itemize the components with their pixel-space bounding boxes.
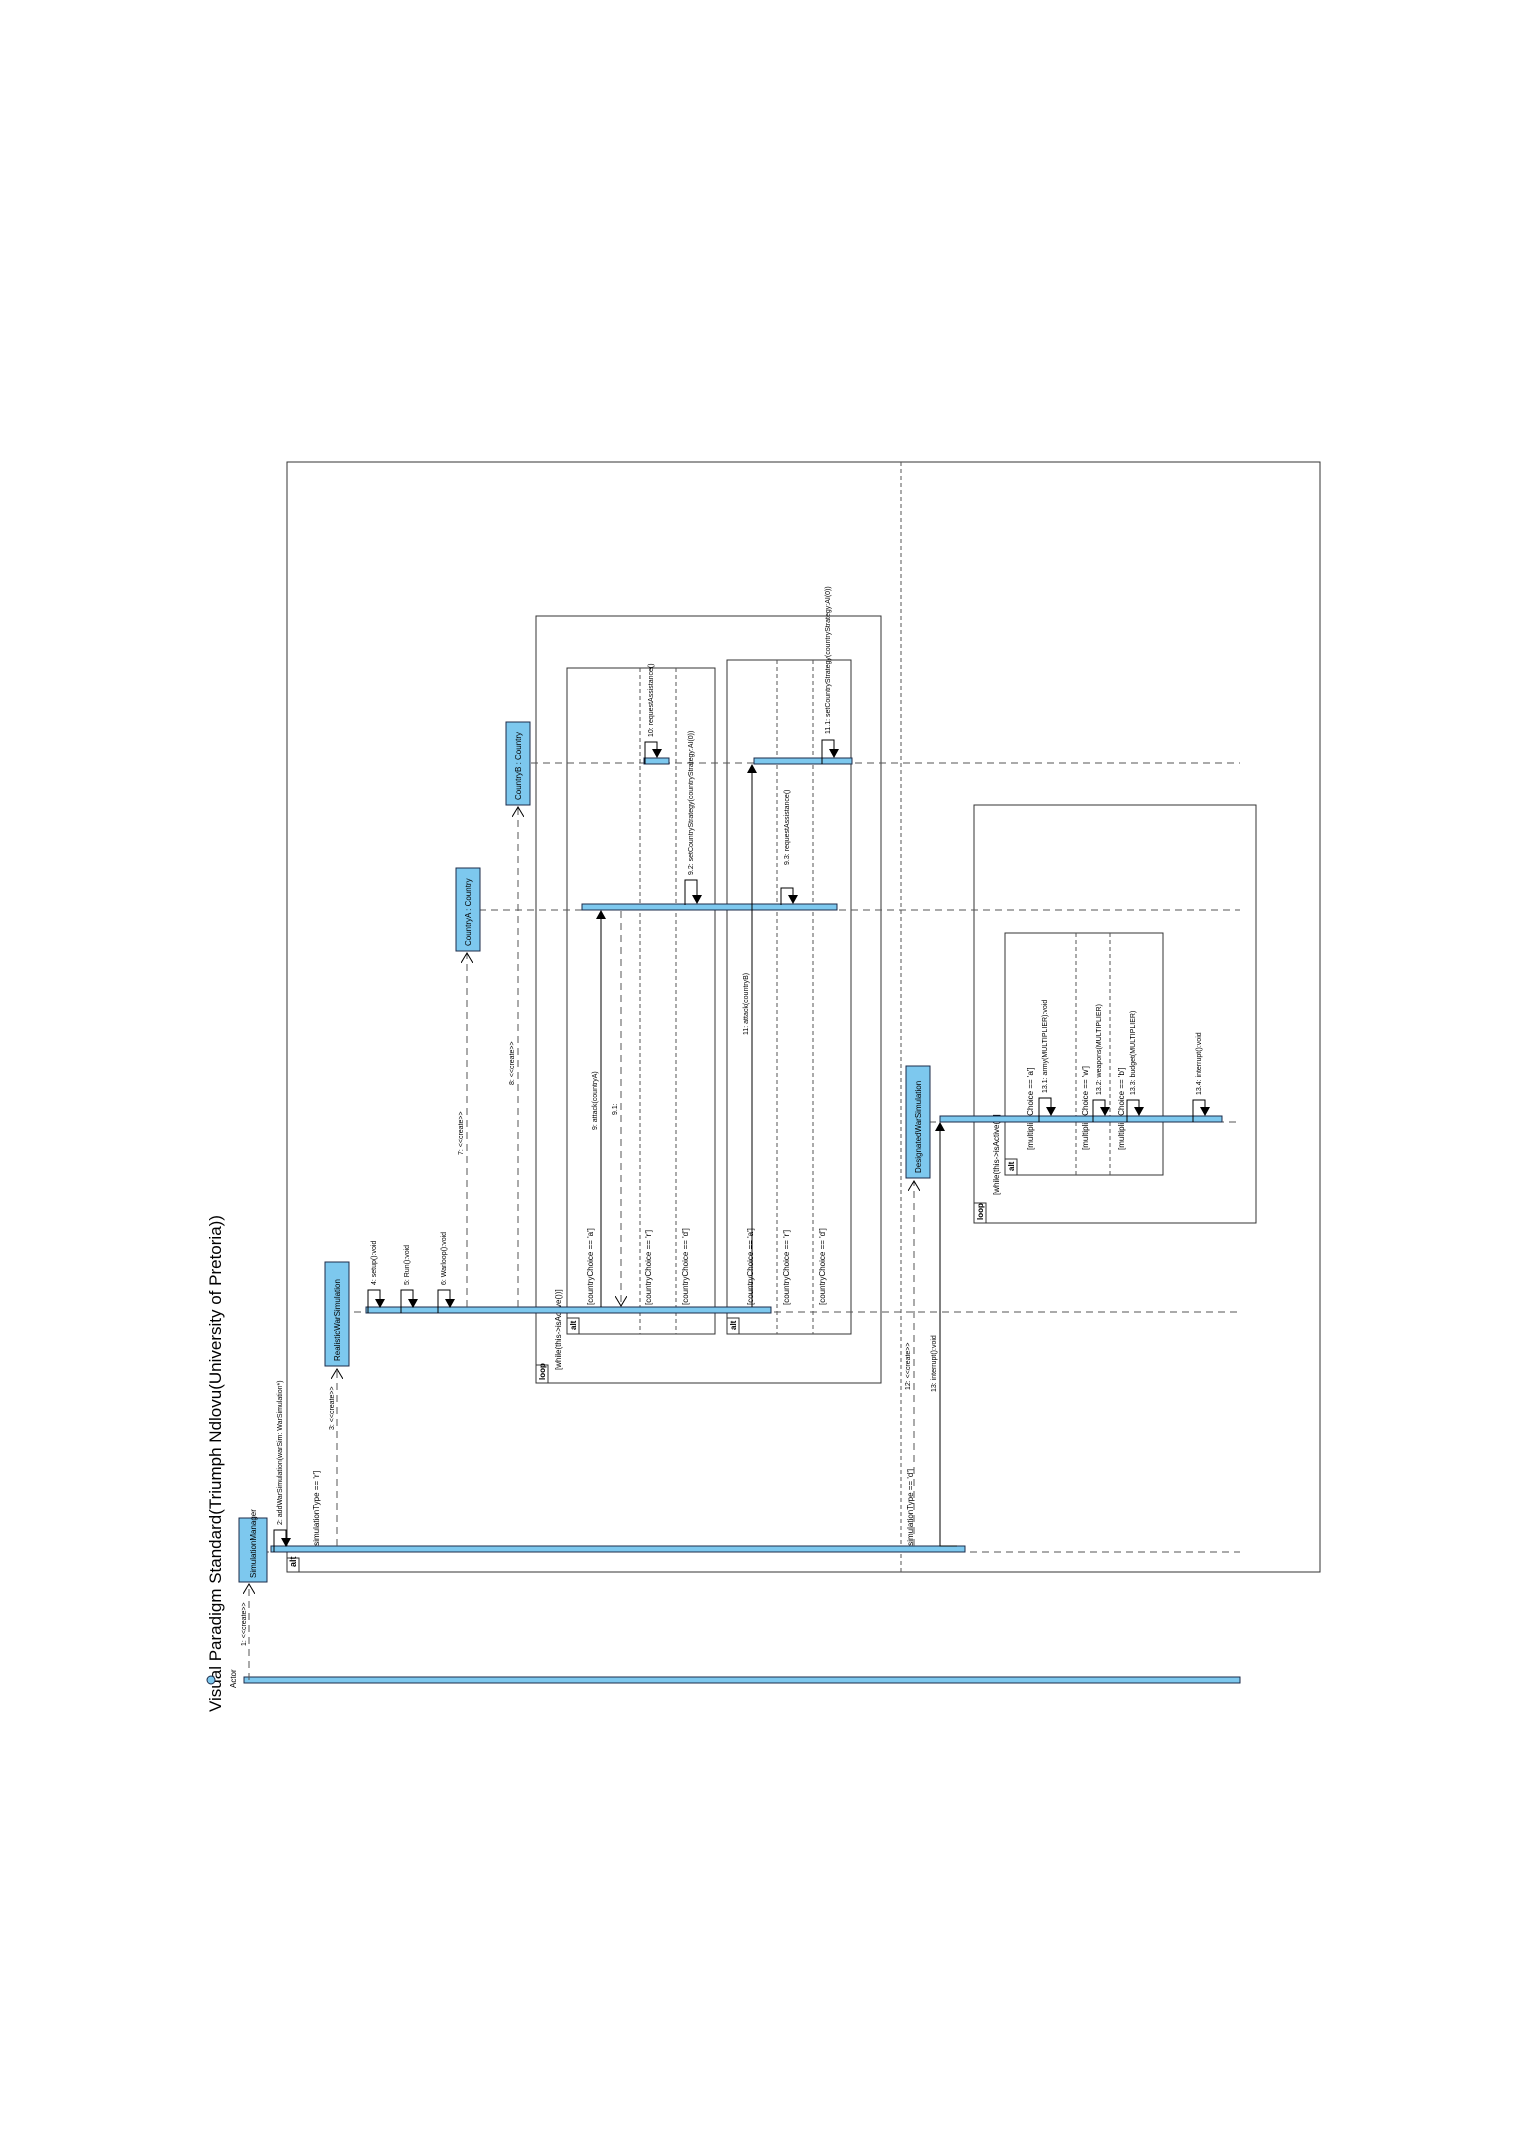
guard-while-active: [while(this->isActive())] bbox=[554, 1289, 563, 1370]
guard-choice-b-d: [countryChoice == 'd'] bbox=[818, 1228, 827, 1305]
message-3-label: 3: <<create>> bbox=[329, 1386, 336, 1430]
message-10-label: 10: requestAssistance() bbox=[648, 663, 655, 737]
message-13-2-arrow bbox=[1092, 1099, 1110, 1122]
message-13-3-arrow bbox=[1126, 1099, 1144, 1122]
activation-country-b-1 bbox=[643, 757, 670, 765]
message-11-1-label: 11.1: setCountryStrategy(countryStrategy… bbox=[825, 586, 832, 734]
message-9-1-label: 9.1: bbox=[612, 1103, 619, 1115]
message-6-label: 6: Warloop():void bbox=[441, 1232, 448, 1285]
lifeline-country-b[interactable]: CountryB : Country bbox=[505, 721, 531, 806]
actor-figure: Actor bbox=[206, 1669, 238, 1688]
svg-text:alt: alt bbox=[1007, 1161, 1016, 1171]
activation-designated-war bbox=[939, 1115, 1223, 1123]
alt-frame-c bbox=[1004, 932, 1164, 1176]
svg-text:CountryA : Country: CountryA : Country bbox=[464, 878, 473, 946]
guard-choice-a-r: [countryChoice == 'r'] bbox=[644, 1230, 653, 1305]
svg-text:loop: loop bbox=[976, 1203, 985, 1220]
alt-tab-outer: alt bbox=[286, 1556, 300, 1573]
guard-choice-b-a: [countryChoice == 'a'] bbox=[746, 1228, 755, 1305]
message-9-3-label: 9.3: requestAssistance() bbox=[784, 790, 791, 865]
lifeline-realistic-war-simulation[interactable]: RealisticWarSimulation bbox=[324, 1261, 350, 1367]
message-4-arrow bbox=[367, 1289, 385, 1313]
activation-sim-manager bbox=[270, 1545, 966, 1553]
actor-icon bbox=[206, 1675, 216, 1685]
guard-mult-b: [multiplierChoice == 'b'] bbox=[1117, 1067, 1126, 1150]
guard-while-active-2: [while(this->isActive())] bbox=[992, 1114, 1001, 1195]
alt-frame-b bbox=[726, 659, 852, 1335]
message-2-label: 2: addWarSimulation(warSim: WarSimulatio… bbox=[277, 1380, 284, 1525]
guard-mult-w: [multiplierChoice == 'w'] bbox=[1081, 1066, 1090, 1150]
guard-choice-a-d: [countryChoice == 'd'] bbox=[681, 1228, 690, 1305]
svg-text:DesignatedWarSimulation: DesignatedWarSimulation bbox=[914, 1081, 923, 1173]
message-13-1-arrow bbox=[1038, 1097, 1056, 1122]
message-5-label: 5: Run():void bbox=[404, 1245, 411, 1285]
activation-realistic-war bbox=[365, 1306, 772, 1314]
lifeline-simulation-manager[interactable]: SimulationManager bbox=[238, 1509, 268, 1583]
svg-text:RealisticWarSimulation: RealisticWarSimulation bbox=[333, 1279, 342, 1361]
activation-country-b-2 bbox=[753, 757, 853, 765]
alt-tab-c: alt bbox=[1004, 1158, 1018, 1176]
guard-mult-a: [multiplierChoice == 'a'] bbox=[1026, 1067, 1035, 1150]
message-9-label: 9: attack(countryA) bbox=[592, 1071, 599, 1130]
message-8-label: 8: <<create>> bbox=[509, 1041, 516, 1085]
alt-frame-a bbox=[566, 667, 716, 1335]
message-7-label: 7: <<create>> bbox=[458, 1111, 465, 1155]
alt-frame-outer bbox=[286, 461, 1321, 1573]
message-9-3-arrow bbox=[780, 887, 798, 905]
loop-frame-1 bbox=[535, 615, 882, 1384]
lifeline-designated-war-simulation[interactable]: DesignatedWarSimulation bbox=[905, 1065, 931, 1179]
message-12-label: 12: <<create>> bbox=[905, 1343, 912, 1390]
message-13-4-arrow bbox=[1192, 1099, 1210, 1122]
loop-tab-1: loop bbox=[535, 1363, 549, 1384]
guard-sim-type-r: [simulationType == 'r'] bbox=[312, 1471, 321, 1548]
message-13-3-label: 13.3: budget(MULTIPLIER) bbox=[1130, 1011, 1137, 1095]
message-9-2-arrow bbox=[684, 879, 702, 905]
message-13-4-label: 13.4: interrupt():void bbox=[1196, 1032, 1203, 1095]
loop-tab-2: loop bbox=[973, 1202, 987, 1224]
message-2-arrow bbox=[273, 1529, 291, 1552]
svg-text:SimulationManager: SimulationManager bbox=[249, 1509, 258, 1578]
message-9-2-label: 9.2: setCountryStrategy(countryStrategy:… bbox=[688, 731, 695, 875]
lifeline-country-a[interactable]: CountryA : Country bbox=[455, 867, 481, 952]
message-13-2-label: 13.2: weapons(MULTIPLIER) bbox=[1096, 1004, 1103, 1095]
message-10-arrow bbox=[644, 741, 662, 764]
guard-choice-a-a: [countryChoice == 'a'] bbox=[586, 1228, 595, 1305]
activation-country-a bbox=[581, 903, 838, 911]
svg-text:CountryB : Country: CountryB : Country bbox=[514, 732, 523, 800]
alt-tab-a: alt bbox=[566, 1317, 580, 1335]
message-1-label: 1: <<create>> bbox=[241, 1602, 248, 1646]
message-13-arrow bbox=[935, 1122, 957, 1547]
message-6-arrow bbox=[437, 1289, 455, 1313]
svg-text:alt: alt bbox=[729, 1320, 738, 1330]
svg-text:alt: alt bbox=[288, 1556, 298, 1567]
message-11-1-arrow bbox=[821, 739, 839, 764]
message-11-label: 11: attack(countryB) bbox=[743, 973, 750, 1035]
guard-choice-b-r: [countryChoice == 'r'] bbox=[782, 1230, 791, 1305]
guard-sim-type-d: [simulationType == 'd'] bbox=[906, 1469, 915, 1548]
loop-frame-2 bbox=[973, 804, 1257, 1224]
message-5-arrow bbox=[400, 1289, 418, 1313]
message-13-label: 13: interrupt():void bbox=[931, 1335, 938, 1392]
alt-tab-b: alt bbox=[726, 1317, 740, 1335]
svg-text:alt: alt bbox=[569, 1320, 578, 1330]
actor-activation bbox=[243, 1676, 1241, 1684]
svg-text:loop: loop bbox=[538, 1363, 547, 1380]
message-13-1-label: 13.1: army(MULTIPLIER):void bbox=[1042, 1000, 1049, 1093]
actor-label: Actor bbox=[229, 1669, 238, 1688]
watermark-text: Visual Paradigm Standard(Triumph Ndlovu(… bbox=[206, 1215, 225, 1712]
message-4-label: 4: setup():void bbox=[371, 1241, 378, 1285]
